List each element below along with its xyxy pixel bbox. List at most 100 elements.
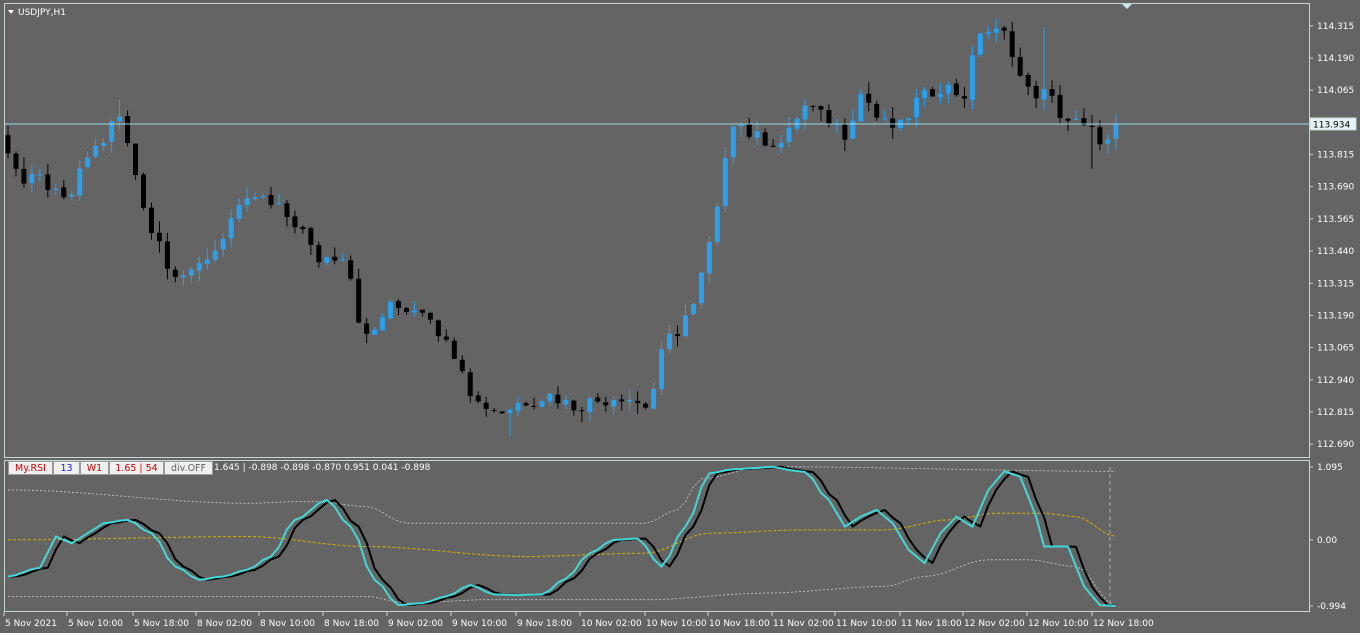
candle-body xyxy=(611,399,617,407)
candle-body xyxy=(252,197,258,200)
rsi-slow-line xyxy=(7,465,1116,607)
candle-body xyxy=(714,206,720,242)
candle-body xyxy=(762,132,768,146)
candle-body xyxy=(555,394,561,404)
candle-body xyxy=(196,263,202,271)
time-tick-label: 5 Nov 10:00 xyxy=(68,619,123,629)
time-tick-label: 10 Nov 10:00 xyxy=(646,619,707,629)
price-tick-label: 112.690 xyxy=(1317,440,1354,450)
rsi-oscillator: 1.095 0.00 -0.994 xyxy=(7,463,1346,612)
time-tick-label: 10 Nov 18:00 xyxy=(709,619,770,629)
candle-body xyxy=(85,157,91,168)
price-tick-label: 112.940 xyxy=(1317,376,1354,386)
candle-body xyxy=(818,105,824,110)
chart-shift-marker-icon[interactable] xyxy=(1122,4,1132,9)
indicator-values-readout: 1.645 | -0.898 -0.898 -0.870 0.951 0.041… xyxy=(214,463,431,473)
indicator-name-button[interactable]: My.RSI xyxy=(8,461,53,475)
current-price-tag xyxy=(1309,117,1357,131)
candle-body xyxy=(1065,118,1071,121)
candle-body xyxy=(364,323,370,334)
candle-body xyxy=(969,55,975,100)
candle-body xyxy=(204,259,210,264)
candle-body xyxy=(411,310,417,313)
price-tick-label: 113.565 xyxy=(1317,215,1354,225)
candle-body xyxy=(906,118,912,120)
candle-body xyxy=(706,242,712,274)
candle-body xyxy=(5,135,11,154)
candle-body xyxy=(659,349,665,390)
candle-body xyxy=(45,174,51,190)
candle-body xyxy=(236,205,242,219)
indicator-divergence-button[interactable]: div.OFF xyxy=(164,461,213,475)
price-tick-label: 112.815 xyxy=(1317,408,1354,418)
candle-body xyxy=(730,126,736,158)
price-tick-label: 114.315 xyxy=(1317,22,1354,32)
candle-body xyxy=(778,143,784,148)
candle-body xyxy=(643,403,649,408)
candle-body xyxy=(93,145,99,157)
candle-body xyxy=(244,198,250,206)
candle-body xyxy=(451,340,457,359)
candle-body xyxy=(738,124,744,127)
indicator-timeframe-button[interactable]: W1 xyxy=(80,461,109,475)
candle-body xyxy=(563,399,569,405)
candle-body xyxy=(1017,57,1023,76)
price-tick-label: 114.190 xyxy=(1317,54,1354,64)
symbol-menu-arrow-icon[interactable] xyxy=(8,10,14,14)
candle-body xyxy=(802,105,808,120)
candle-body xyxy=(491,410,497,412)
indicator-period-button[interactable]: 13 xyxy=(53,461,80,475)
lower-band-line xyxy=(8,559,1116,607)
time-tick-label: 5 Nov 2021 xyxy=(5,619,57,629)
candle-body xyxy=(164,241,170,269)
mid-band-line xyxy=(7,512,1116,557)
candle-body xyxy=(826,110,832,125)
candle-body xyxy=(842,123,848,140)
candle-body xyxy=(419,309,425,313)
candle-body xyxy=(547,393,553,402)
indicator-levels-button[interactable]: 1.65 | 54 xyxy=(109,461,164,475)
candle-body xyxy=(1073,118,1079,120)
candle-body xyxy=(475,395,481,402)
price-tick-label: 114.065 xyxy=(1317,86,1354,96)
candle-body xyxy=(651,389,657,409)
time-tick-label: 11 Nov 10:00 xyxy=(836,619,897,629)
candle-body xyxy=(276,203,282,205)
candle-body xyxy=(212,250,218,260)
candle-body xyxy=(882,118,888,120)
time-tick-label: 5 Nov 18:00 xyxy=(134,619,189,629)
price-panel-frame xyxy=(4,3,1310,458)
candle-body xyxy=(635,400,641,404)
candle-body xyxy=(515,402,521,411)
candle-body xyxy=(507,410,513,414)
time-tick-label: 11 Nov 02:00 xyxy=(773,619,834,629)
candle-body xyxy=(674,334,680,337)
candle-body xyxy=(1089,125,1095,128)
candle-body xyxy=(188,269,194,276)
candle-body xyxy=(1001,27,1007,31)
candle-body xyxy=(388,301,394,319)
candle-body xyxy=(874,103,880,118)
candle-body xyxy=(993,28,999,33)
candle-body xyxy=(619,399,625,402)
osc-tick-label: 1.095 xyxy=(1317,463,1343,473)
candle-body xyxy=(109,121,115,142)
candle-body xyxy=(172,269,178,277)
candle-body xyxy=(786,127,792,142)
osc-tick-label: 0.00 xyxy=(1317,536,1337,546)
upper-band-line xyxy=(8,466,1116,524)
candle-body xyxy=(324,257,330,263)
time-axis: 5 Nov 2021 5 Nov 10:00 5 Nov 18:00 8 Nov 02… xyxy=(3,612,1154,629)
candle-body xyxy=(746,123,752,137)
price-tick-label: 113.065 xyxy=(1317,344,1354,354)
rsi-fast-line xyxy=(7,465,1116,607)
candle-body xyxy=(29,174,35,184)
candle-body xyxy=(443,336,449,340)
candle-body xyxy=(268,194,274,206)
candle-body xyxy=(483,402,489,409)
candle-body xyxy=(148,207,154,234)
candle-body xyxy=(77,168,83,196)
candle-body xyxy=(571,400,577,411)
candle-body xyxy=(372,329,378,335)
